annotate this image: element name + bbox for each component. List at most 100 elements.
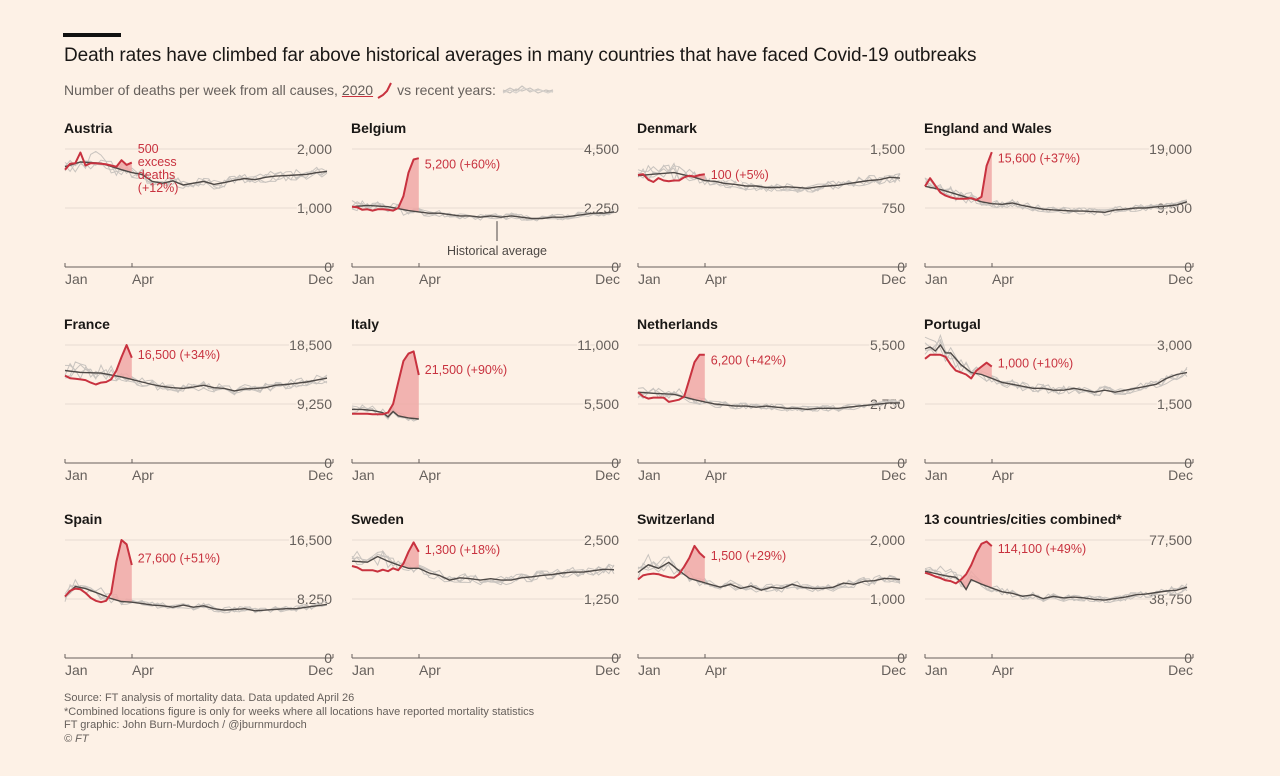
- excess-deaths-label: 1,500 (+29%): [711, 549, 786, 563]
- panel-title: Italy: [351, 316, 380, 332]
- excess-deaths-label: 1,300 (+18%): [425, 543, 500, 557]
- x-tick-label: Apr: [992, 467, 1014, 483]
- excess-deaths-area: [398, 158, 419, 212]
- year-2020-line: [352, 350, 420, 416]
- x-tick-label: Jan: [638, 271, 661, 287]
- year-2020-line: [924, 540, 993, 585]
- x-tick-label: Dec: [881, 662, 906, 678]
- excess-deaths-area: [976, 362, 992, 379]
- y-tick-label: 2,000: [297, 141, 332, 157]
- recent-year-line: [351, 199, 615, 221]
- y-tick-label: 750: [882, 200, 906, 216]
- excess-deaths-label: 16,500 (+34%): [138, 348, 220, 362]
- x-tick-label: Jan: [925, 662, 948, 678]
- y-tick-label: 8,250: [297, 591, 332, 607]
- header-accent-bar: [63, 33, 121, 37]
- y-tick-label: 5,500: [870, 337, 905, 353]
- y-tick-label: 3,000: [1157, 337, 1192, 353]
- y-tick-label: 1,000: [297, 200, 332, 216]
- y-tick-label: 18,500: [289, 337, 332, 353]
- historical-average-line: [352, 408, 419, 420]
- historical-average-line: [64, 161, 328, 186]
- excess-deaths-area: [388, 351, 419, 419]
- subtitle-suffix: vs recent years:: [397, 82, 496, 98]
- x-tick-label: Apr: [705, 662, 727, 678]
- historical-average-line: [351, 204, 615, 220]
- x-tick-label: Jan: [65, 467, 88, 483]
- panel-title: England and Wales: [924, 120, 1052, 136]
- y-tick-label: 1,000: [870, 591, 905, 607]
- historical-average-line: [924, 185, 1188, 214]
- excess-deaths-label: (+12%): [138, 181, 179, 195]
- y-tick-label: 11,000: [577, 337, 619, 353]
- panel-title: Switzerland: [637, 511, 715, 527]
- x-tick-label: Jan: [925, 271, 948, 287]
- excess-deaths-label: excess: [138, 155, 177, 169]
- x-tick-label: Dec: [595, 662, 620, 678]
- panel-title: Austria: [64, 120, 113, 136]
- x-tick-label: Dec: [1168, 662, 1193, 678]
- chart-title: Death rates have climbed far above histo…: [64, 45, 977, 66]
- y-tick-label: 1,500: [1157, 396, 1192, 412]
- excess-deaths-label: 27,600 (+51%): [138, 551, 220, 565]
- panel-title: Portugal: [924, 316, 981, 332]
- subtitle-prefix: Number of deaths per week from all cause…: [64, 82, 338, 98]
- panel-title: Denmark: [637, 120, 697, 136]
- subtitle-year: 2020: [341, 82, 374, 98]
- x-tick-label: Dec: [881, 271, 906, 287]
- y-tick-label: 77,500: [1149, 532, 1192, 548]
- x-tick-label: Apr: [705, 467, 727, 483]
- year-2020-line: [64, 151, 133, 171]
- panel-title: Spain: [64, 511, 103, 527]
- excess-deaths-area: [971, 152, 992, 204]
- x-tick-label: Apr: [132, 467, 154, 483]
- x-tick-label: Apr: [419, 467, 441, 483]
- excess-deaths-area: [111, 540, 132, 603]
- red-line-legend-icon: [377, 82, 392, 99]
- footer: Source: FT analysis of mortality data. D…: [64, 692, 534, 746]
- x-tick-label: Apr: [132, 271, 154, 287]
- historical-average-line: [637, 561, 901, 591]
- y-tick-label: 2,000: [870, 532, 905, 548]
- historical-average-line: [924, 343, 1188, 393]
- x-tick-label: Dec: [308, 467, 333, 483]
- panel-title: Belgium: [351, 120, 407, 136]
- x-tick-label: Dec: [881, 467, 906, 483]
- y-tick-label: 16,500: [289, 532, 332, 548]
- x-tick-label: Jan: [352, 467, 375, 483]
- x-tick-label: Jan: [925, 467, 948, 483]
- x-tick-label: Jan: [352, 271, 375, 287]
- chart-subtitle: Number of deaths per week from all cause…: [64, 81, 558, 99]
- graphic-credit: FT graphic: John Burn-Murdoch / @jburnmu…: [64, 719, 307, 732]
- recent-year-line: [64, 362, 328, 393]
- historical-average-line: [637, 391, 900, 411]
- historical-average-line: [924, 570, 1188, 601]
- x-tick-label: Dec: [308, 662, 333, 678]
- excess-deaths-label: deaths: [138, 168, 176, 182]
- excess-deaths-label: 114,100 (+49%): [998, 542, 1086, 556]
- grey-lines-legend-icon: [502, 85, 554, 94]
- year-2020-line: [637, 544, 706, 581]
- excess-deaths-area: [961, 541, 992, 590]
- y-tick-label: 4,500: [584, 141, 619, 157]
- recent-year-line: [64, 584, 328, 613]
- excess-deaths-label: 1,000 (+10%): [998, 357, 1073, 371]
- historical-average-line: [64, 585, 328, 612]
- y-tick-label: 5,500: [584, 396, 619, 412]
- y-tick-label: 1,250: [584, 591, 619, 607]
- x-tick-label: Jan: [638, 467, 661, 483]
- excess-deaths-label: 15,600 (+37%): [998, 151, 1080, 165]
- excess-deaths-label: 500: [138, 142, 159, 156]
- historical-average-line: [351, 555, 615, 581]
